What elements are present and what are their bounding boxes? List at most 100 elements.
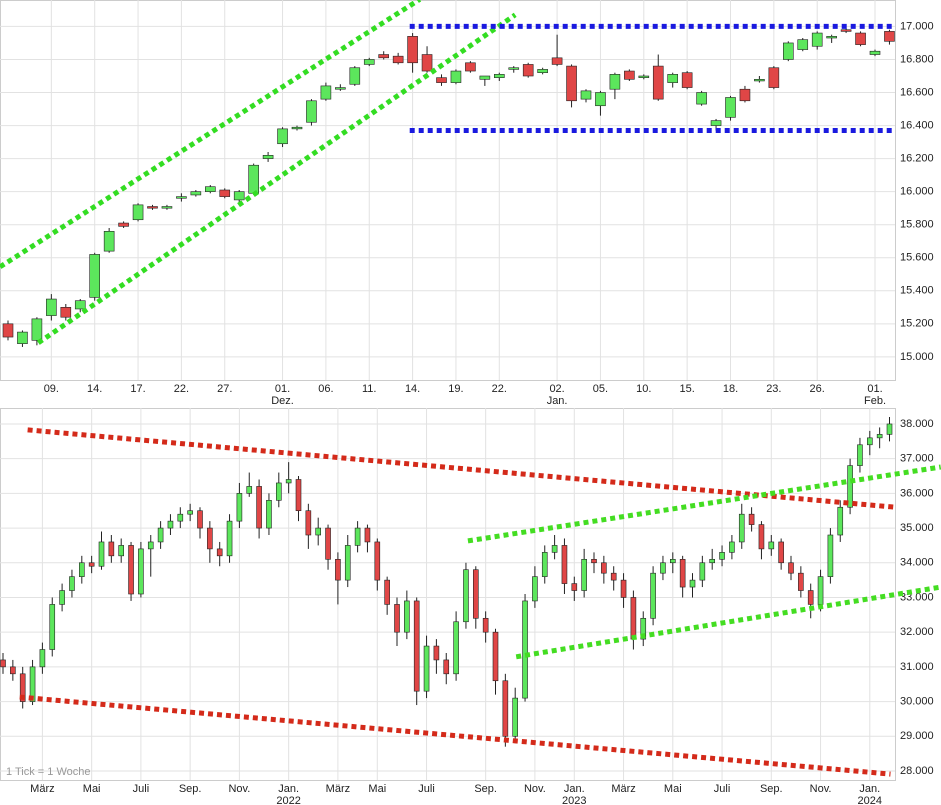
x-tick-label: Nov. [524, 783, 546, 795]
y-tick-label: 38.000 [900, 418, 934, 430]
candle-body [98, 541, 105, 567]
candle-body [652, 65, 664, 100]
candle-body [262, 155, 274, 159]
candle-body [216, 548, 223, 557]
candle-body [277, 128, 288, 145]
x-tick-label: 09. [44, 383, 59, 395]
candle-body [811, 32, 823, 47]
candle-body [482, 617, 489, 633]
candle-body [537, 69, 548, 73]
candle-body [551, 545, 558, 553]
y-tick-label: 16.600 [900, 86, 934, 98]
candle-body [754, 79, 765, 82]
candle-body [246, 486, 253, 494]
candle-body [725, 97, 736, 118]
x-tick-label: Mai [83, 783, 101, 795]
candle-body [285, 479, 292, 484]
trend-line [467, 464, 941, 544]
candle-body [620, 579, 627, 598]
x-tick-label: Jan. [278, 783, 299, 795]
candle-body [138, 548, 144, 595]
candle-body [798, 572, 804, 591]
x-tick-label: 26. [810, 383, 825, 395]
candle-body [837, 506, 844, 536]
candle-body [541, 552, 548, 577]
y-tick-label: 15.400 [900, 285, 934, 297]
panel-frame [0, 0, 896, 381]
candle-body [0, 659, 6, 668]
candle-body [305, 510, 312, 536]
candle-body [472, 569, 479, 619]
candle-body [108, 541, 115, 557]
candle-body [699, 562, 706, 581]
candle-body [508, 67, 520, 70]
candle-body [374, 541, 381, 581]
x-tick-label: 02. [549, 383, 564, 395]
trend-line [0, 0, 422, 269]
candle-body [46, 298, 57, 316]
candle-body [363, 59, 375, 65]
trend-line [36, 12, 517, 345]
candle-body [354, 527, 361, 546]
candle-body [89, 254, 100, 298]
y-tick-label: 15.800 [900, 219, 934, 231]
x-tick-label: Sep. [179, 783, 202, 795]
x-tick-label: Mai [368, 783, 386, 795]
x-tick-label: 01. [275, 383, 290, 395]
candle-body [571, 583, 578, 591]
candle-body [729, 541, 735, 553]
candle-body [807, 590, 814, 605]
candle-body [275, 482, 282, 501]
candle-body [413, 600, 420, 692]
candle-body [404, 600, 410, 633]
candle-body [233, 191, 245, 201]
candle-body [325, 527, 331, 560]
x-tick-label: Jan. [859, 783, 880, 795]
candle-body [669, 558, 676, 564]
candle-body [59, 590, 65, 605]
candle-body [306, 100, 317, 123]
candle-body [60, 307, 72, 318]
candle-body [103, 231, 115, 252]
y-tick-label: 17.000 [900, 20, 934, 32]
candle-body [443, 659, 450, 675]
candle-body [266, 500, 272, 529]
candle-body [689, 579, 696, 588]
candle-body [205, 186, 216, 192]
y-tick-label: 28.000 [900, 765, 934, 777]
candle-body [177, 513, 184, 522]
x-sublabel: 2024 [858, 795, 882, 805]
candle-body [591, 558, 597, 564]
candle-body [610, 572, 617, 581]
candle-body [49, 604, 56, 650]
candle-body [522, 64, 534, 77]
candle-body [167, 520, 174, 529]
candle-body [147, 206, 158, 209]
candle-body [857, 444, 863, 466]
candle-body [10, 666, 16, 675]
candle-body [492, 631, 499, 682]
candle-body [580, 90, 592, 100]
x-tick-label: 22. [174, 383, 189, 395]
candle-body [315, 527, 322, 536]
candle-body [768, 67, 780, 88]
candle-body [581, 558, 587, 591]
candle-body [384, 579, 390, 605]
candle-body [74, 300, 86, 310]
candle-body [738, 513, 745, 543]
candle-body [256, 486, 262, 529]
candle-body [31, 318, 43, 341]
candle-body [79, 562, 85, 577]
y-tick-label: 15.600 [900, 252, 934, 264]
x-tick-label: 05. [593, 383, 608, 395]
candle-body [349, 67, 361, 85]
candle-body [364, 527, 371, 543]
candle-body [630, 597, 637, 640]
candle-body [335, 87, 346, 90]
candle-body [840, 29, 852, 32]
candle-body [118, 222, 129, 227]
candle-body [866, 437, 873, 446]
candle-body [320, 85, 332, 100]
candle-body [696, 92, 707, 105]
